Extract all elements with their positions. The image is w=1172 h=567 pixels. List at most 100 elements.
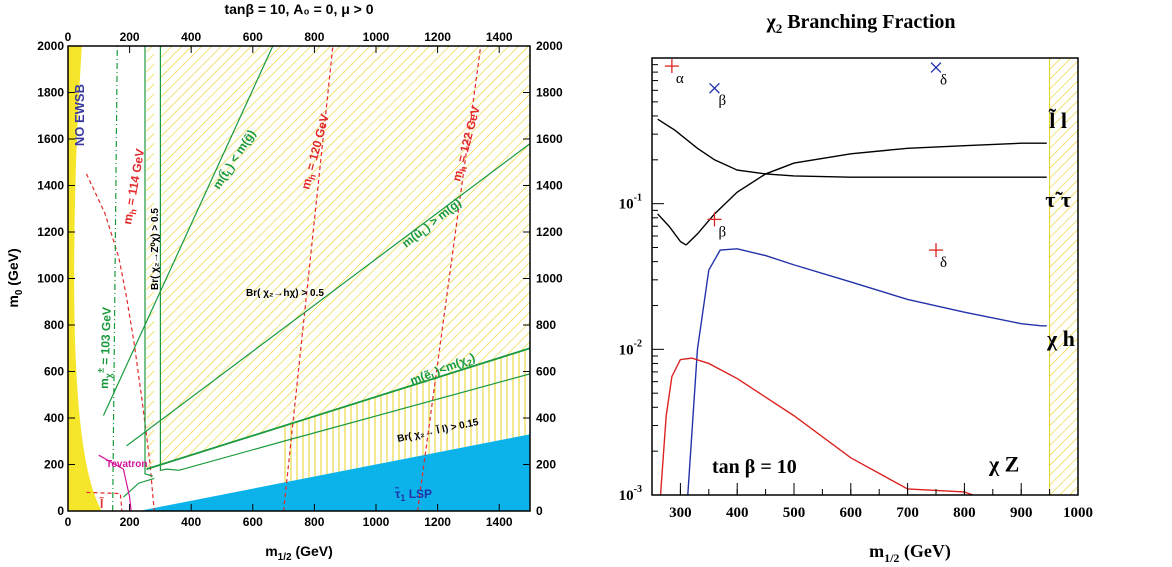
y-tick-label-left: 1200 [37, 225, 64, 239]
lep-l-label: l̃ [99, 496, 104, 511]
left-axes: 0020020040040060060080080010001000120012… [37, 30, 563, 529]
right-chart-title: χ2 Branching Fraction [765, 11, 955, 36]
x-tick-label-bottom: 200 [120, 515, 140, 529]
mh122-line [416, 46, 482, 511]
left-y-axis-label: m0 (GeV) [5, 248, 25, 307]
br-h-boundary [159, 46, 530, 472]
tan-beta-annotation: tan β = 10 [712, 456, 797, 478]
br-z-boundary [144, 46, 153, 477]
series-line [659, 357, 974, 495]
right-x-axis-label: m1/2 (GeV) [869, 541, 951, 565]
series-line [657, 213, 687, 246]
x-tick-label: 600 [840, 505, 863, 521]
y-tick-label-right: 600 [536, 365, 556, 379]
x-tick-label-top: 0 [65, 30, 72, 44]
tevatron-label: Tevatron [106, 459, 148, 470]
y-tick-label-right: 1800 [536, 86, 563, 100]
x-tick-label-top: 1000 [363, 30, 390, 44]
lep-slepton-line [86, 491, 123, 511]
hatch-region-l [283, 348, 530, 483]
marker-label: δ [940, 73, 947, 89]
x-tick-label: 900 [1010, 505, 1033, 521]
left-chart: tanβ = 10, A₀ = 0, μ > 0 002002004004006… [5, 1, 563, 563]
marker-label: δ [940, 255, 947, 271]
series-label: τ̃ τ [1045, 187, 1071, 212]
series-label: χ Z [988, 451, 1019, 476]
x-tick-label-bottom: 1000 [363, 515, 390, 529]
x-tick-label-top: 600 [243, 30, 263, 44]
y-tick-label-left: 800 [44, 318, 64, 332]
series-label: χ h [1046, 326, 1075, 351]
x-tick-label-bottom: 400 [181, 515, 201, 529]
mchi103-label: mχ± = 103 GeV [95, 307, 116, 389]
y-tick-label-left: 1000 [37, 272, 64, 286]
y-tick-label-left: 600 [44, 365, 64, 379]
left-chart-title: tanβ = 10, A₀ = 0, μ > 0 [224, 1, 373, 17]
y-tick-label-left: 1400 [37, 179, 64, 193]
x-tick-label: 800 [953, 505, 976, 521]
mu-gt-mg-line [126, 143, 530, 447]
y-tick-label-right: 400 [536, 411, 556, 425]
y-tick-label-right: 200 [536, 458, 556, 472]
x-tick-label: 700 [896, 505, 919, 521]
y-tick-label-right: 2000 [536, 39, 563, 53]
y-tick-label: 10-3 [619, 484, 642, 504]
marker-cross-b [930, 62, 942, 73]
x-tick-label-bottom: 0 [65, 515, 72, 529]
x-tick-label: 500 [783, 505, 806, 521]
x-tick-label-bottom: 1400 [486, 515, 513, 529]
y-tick-label: 10-2 [619, 338, 642, 358]
y-tick-label-right: 1200 [536, 225, 563, 239]
x-tick-label-top: 1400 [486, 30, 513, 44]
y-tick-label-left: 400 [44, 411, 64, 425]
right-plot-frame [651, 57, 1079, 496]
br-z-label: Br( χ₂→Z⁰χ) > 0.5 [150, 208, 161, 290]
left-plot-area [68, 46, 530, 511]
mh114-line [85, 173, 155, 511]
y-tick-label-right: 1400 [536, 179, 563, 193]
marker-label: α [676, 71, 684, 87]
x-tick-label-top: 200 [120, 30, 140, 44]
mchi103-line [112, 46, 118, 511]
x-tick-label-top: 1200 [424, 30, 451, 44]
lsp-label: τ̃1 LSP [394, 486, 432, 503]
x-tick-label: 400 [726, 505, 749, 521]
y-tick-label-left: 0 [57, 504, 64, 518]
me-lt-mchi-line [146, 347, 530, 471]
y-tick-label-left: 200 [44, 458, 64, 472]
x-tick-label: 1000 [1063, 505, 1093, 521]
mt-lt-mg-line [102, 46, 274, 416]
series-line [685, 142, 1047, 246]
y-tick-label-right: 1600 [536, 132, 563, 146]
no-ewsb-label: NO EWSB [72, 84, 87, 146]
hatch-region-z [146, 46, 155, 470]
no-ewsb-region [68, 46, 102, 511]
x-tick-label-top: 800 [304, 30, 324, 44]
x-tick-label-top: 400 [181, 30, 201, 44]
left-x-axis-label: m1/2 (GeV) [265, 543, 333, 563]
marker-label: β [718, 93, 726, 109]
x-tick-label-bottom: 1200 [424, 515, 451, 529]
y-tick-label: 10-1 [619, 193, 642, 213]
br-h-label: Br( χ₂→hχ) > 0.5 [246, 288, 324, 299]
right-chart: χ2 Branching Fraction α β δ β δ 300 400 500 600… [619, 11, 1093, 565]
right-axes: 300 400 500 600 700 800 900 1000 10-3 10-2 10-1 [619, 64, 1093, 521]
x-tick-label-bottom: 800 [304, 515, 324, 529]
series-line [687, 248, 1047, 495]
right-plot-area: α β δ β δ [657, 58, 1078, 495]
tevatron-line [98, 454, 132, 511]
hatch-region-h [160, 46, 530, 465]
x-tick-label-bottom: 600 [243, 515, 263, 529]
marker-cross-b [709, 82, 720, 94]
y-tick-label-left: 1800 [37, 86, 64, 100]
right-series-labels: l̃ l τ̃ τ χ h χ Z [988, 108, 1075, 476]
series-line [657, 118, 1047, 178]
y-tick-label-left: 1600 [37, 132, 64, 146]
x-tick-label: 300 [669, 505, 692, 521]
y-tick-label-right: 800 [536, 318, 556, 332]
marker-label: β [718, 224, 726, 240]
mh120-line [283, 46, 334, 511]
y-tick-label-right: 1000 [536, 272, 563, 286]
lsp-region [138, 434, 530, 511]
